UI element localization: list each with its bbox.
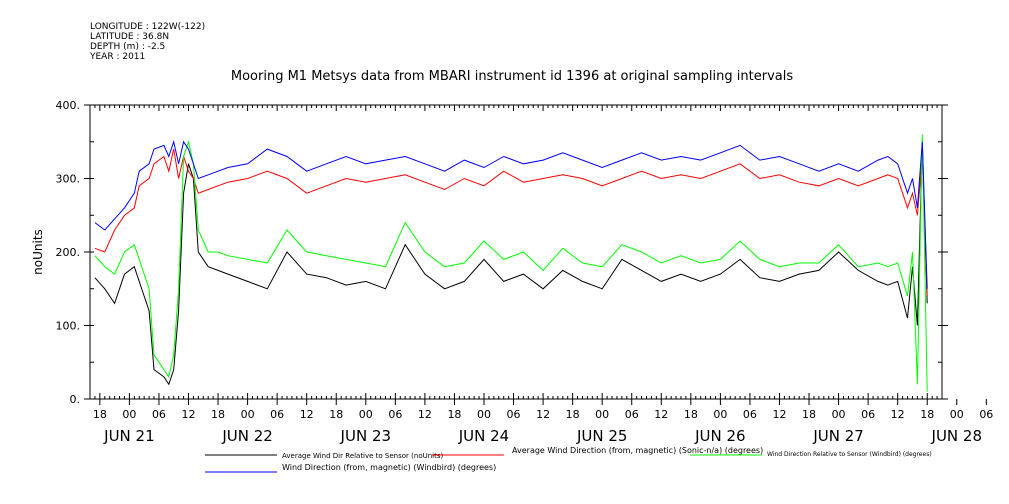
x-tick-label: 12 bbox=[772, 408, 786, 421]
x-tick-label: 18 bbox=[211, 408, 225, 421]
chart-title: Mooring M1 Metsys data from MBARI instru… bbox=[231, 69, 793, 84]
x-tick-label: 06 bbox=[152, 408, 166, 421]
legend-label-0: Average Wind Dir Relative to Sensor (noU… bbox=[282, 452, 443, 460]
x-tick-label: 06 bbox=[625, 408, 639, 421]
y-tick-label: 0. bbox=[70, 393, 81, 406]
longitude-label: LONGITUDE : 122W(-122) bbox=[90, 22, 206, 32]
x-day-label: JUN 25 bbox=[576, 427, 627, 445]
x-tick-label: 00 bbox=[359, 408, 373, 421]
x-day-label: JUN 26 bbox=[694, 427, 745, 445]
x-tick-label: 00 bbox=[950, 408, 964, 421]
x-tick-label: 18 bbox=[447, 408, 461, 421]
legend: Average Wind Dir Relative to Sensor (noU… bbox=[205, 446, 932, 473]
x-tick-label: 18 bbox=[684, 408, 698, 421]
x-tick-label: 12 bbox=[418, 408, 432, 421]
x-tick-label: 00 bbox=[122, 408, 136, 421]
year-label: YEAR : 2011 bbox=[90, 52, 146, 62]
x-tick-label: 06 bbox=[270, 408, 284, 421]
x-tick-label: 18 bbox=[802, 408, 816, 421]
x-tick-label: 00 bbox=[595, 408, 609, 421]
legend-label-3: Wind Direction (from, magnetic) (Windbir… bbox=[282, 463, 496, 472]
legend-label-2: Wind Direction Relative to Sensor (Windb… bbox=[767, 451, 932, 458]
x-tick-label: 12 bbox=[891, 408, 905, 421]
axes: 0. 100. 200. 300. 400. 18 00 06 12 18 00 06 12 18 00 06… bbox=[56, 99, 1009, 445]
x-tick-label: 18 bbox=[329, 408, 343, 421]
series-line-0 bbox=[94, 141, 928, 386]
plot-series bbox=[94, 134, 928, 392]
x-day-label: JUN 23 bbox=[340, 427, 391, 445]
x-day-label: JUN 22 bbox=[221, 427, 272, 445]
x-tick-label: 06 bbox=[861, 408, 875, 421]
x-tick-label: 00 bbox=[713, 408, 727, 421]
metadata-block: LONGITUDE : 122W(-122) LATITUDE : 36.8N … bbox=[90, 22, 205, 62]
y-tick-label: 200. bbox=[56, 246, 81, 259]
series-line-3 bbox=[94, 139, 928, 289]
x-tick-label: 18 bbox=[920, 408, 934, 421]
x-tick-label: 12 bbox=[654, 408, 668, 421]
x-tick-label: 06 bbox=[507, 408, 521, 421]
x-day-label: JUN 24 bbox=[458, 427, 509, 445]
x-day-label: JUN 27 bbox=[812, 427, 863, 445]
y-tick-label: 100. bbox=[56, 320, 81, 333]
y-tick-label: 300. bbox=[56, 173, 81, 186]
x-tick-label: 12 bbox=[181, 408, 195, 421]
x-tick-label: 06 bbox=[388, 408, 402, 421]
x-tick-label: 00 bbox=[832, 408, 846, 421]
depth-label: DEPTH (m) : -2.5 bbox=[90, 42, 166, 52]
x-tick-label: 06 bbox=[979, 408, 993, 421]
series-line-2 bbox=[94, 134, 928, 392]
x-day-label: JUN 21 bbox=[103, 427, 154, 445]
x-tick-label: 12 bbox=[536, 408, 550, 421]
y-tick-label: 400. bbox=[56, 99, 81, 112]
x-tick-label: 00 bbox=[241, 408, 255, 421]
x-day-label: JUN 28 bbox=[931, 427, 982, 445]
x-tick-label: 00 bbox=[477, 408, 491, 421]
legend-label-1: Average Wind Direction (from, magnetic) … bbox=[512, 446, 763, 455]
x-tick-label: 18 bbox=[93, 408, 107, 421]
x-tick-label: 12 bbox=[300, 408, 314, 421]
latitude-label: LATITUDE : 36.8N bbox=[90, 32, 170, 42]
x-tick-label: 06 bbox=[743, 408, 757, 421]
y-axis-label: noUnits bbox=[31, 229, 45, 275]
x-tick-label: 18 bbox=[566, 408, 580, 421]
series-line-1 bbox=[94, 148, 928, 297]
